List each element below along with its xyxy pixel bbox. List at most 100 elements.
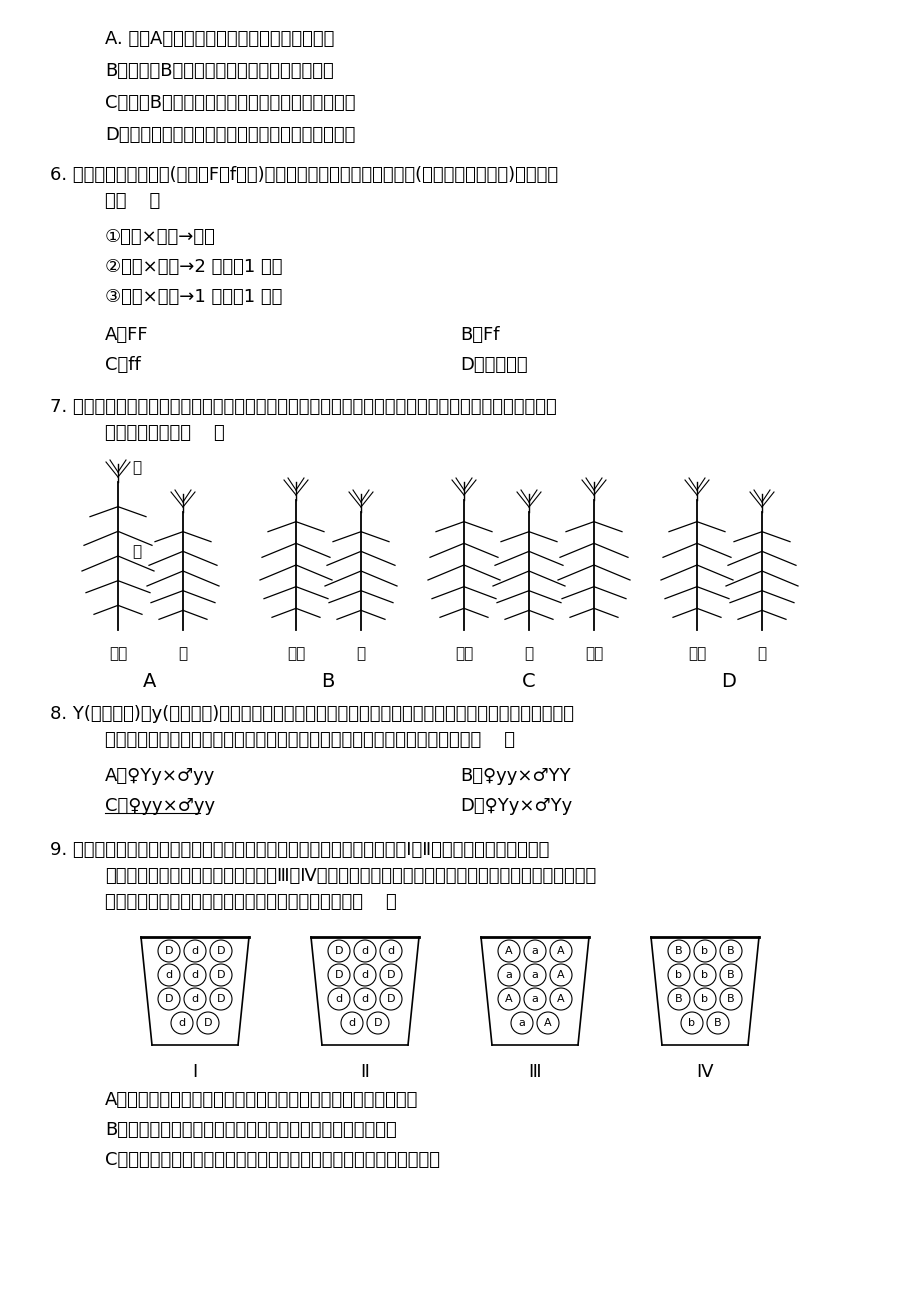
Text: a: a [505, 970, 512, 980]
Text: B: B [675, 993, 682, 1004]
Text: A．FF: A．FF [105, 326, 149, 344]
Text: d: d [348, 1018, 355, 1029]
Circle shape [354, 988, 376, 1010]
Text: D: D [335, 947, 343, 956]
Text: C: C [522, 672, 535, 691]
Text: ②黄色×黄色→2 黄色：1 黑色: ②黄色×黄色→2 黄色：1 黑色 [105, 258, 282, 276]
Text: 非甜: 非甜 [687, 646, 706, 661]
Text: 非甜: 非甜 [108, 646, 127, 661]
Text: D: D [373, 1018, 381, 1029]
Text: C．杂交B后代中黄色毛鼠既有杂合子，也有纯合子: C．杂交B后代中黄色毛鼠既有杂合子，也有纯合子 [105, 94, 355, 112]
Circle shape [367, 1012, 389, 1034]
Circle shape [550, 963, 572, 986]
Text: C．♀yy×♂yy: C．♀yy×♂yy [105, 797, 215, 815]
Text: d: d [178, 1018, 186, 1029]
Circle shape [184, 940, 206, 962]
Circle shape [158, 988, 180, 1010]
Text: ③黄色×黑色→1 黄色：1 黑色: ③黄色×黑色→1 黄色：1 黑色 [105, 288, 282, 306]
Circle shape [706, 1012, 728, 1034]
Circle shape [210, 963, 232, 986]
Text: B．Ff: B．Ff [460, 326, 499, 344]
Text: 甜: 甜 [356, 646, 365, 661]
Circle shape [197, 1012, 219, 1034]
Text: 为（    ）: 为（ ） [105, 191, 160, 210]
Text: 并记录字母组合；乙同学每次分别从Ⅲ、Ⅳ小桶中随机抓取一个小球并记录字母组合。将抓取的小球分: 并记录字母组合；乙同学每次分别从Ⅲ、Ⅳ小桶中随机抓取一个小球并记录字母组合。将抓… [105, 867, 596, 885]
Text: D．不能确定: D．不能确定 [460, 355, 528, 374]
Text: A: A [557, 947, 564, 956]
Text: b: b [687, 1018, 695, 1029]
Circle shape [210, 940, 232, 962]
Circle shape [497, 940, 519, 962]
Text: 9. 甲、乙两位同学分别用小球做遗传规律的模拟实验。甲同学每次分别从Ⅰ、Ⅱ小桶中随机抓取一个小球: 9. 甲、乙两位同学分别用小球做遗传规律的模拟实验。甲同学每次分别从Ⅰ、Ⅱ小桶中… [50, 841, 549, 859]
Circle shape [667, 988, 689, 1010]
Text: d: d [361, 970, 369, 980]
Text: D: D [335, 970, 343, 980]
Text: 非甜: 非甜 [454, 646, 472, 661]
Text: d: d [191, 970, 199, 980]
Text: Ⅰ: Ⅰ [192, 1062, 198, 1081]
Text: Ⅲ: Ⅲ [528, 1062, 540, 1081]
Circle shape [354, 940, 376, 962]
Text: B: B [726, 993, 734, 1004]
Text: b: b [701, 970, 708, 980]
Circle shape [693, 988, 715, 1010]
Text: D: D [386, 993, 395, 1004]
Text: C．ff: C．ff [105, 355, 141, 374]
Circle shape [720, 988, 742, 1010]
Text: d: d [361, 947, 369, 956]
Text: B: B [713, 1018, 721, 1029]
Text: D: D [217, 947, 225, 956]
Circle shape [680, 1012, 702, 1034]
Text: A．♀Yy×♂yy: A．♀Yy×♂yy [105, 767, 215, 785]
Text: 非甜: 非甜 [584, 646, 603, 661]
Text: d: d [335, 993, 342, 1004]
Circle shape [720, 940, 742, 962]
Text: D: D [165, 993, 173, 1004]
Circle shape [158, 963, 180, 986]
Circle shape [550, 940, 572, 962]
Text: 花: 花 [131, 544, 141, 560]
Text: A: A [505, 947, 512, 956]
Text: D．♀Yy×♂Yy: D．♀Yy×♂Yy [460, 797, 572, 815]
Text: B: B [675, 947, 682, 956]
Text: A: A [143, 672, 156, 691]
Text: D．鼠毛色这对相对性状的遗传符合基因的分离定律: D．鼠毛色这对相对性状的遗传符合基因的分离定律 [105, 126, 355, 145]
Text: 花: 花 [131, 461, 141, 475]
Text: D: D [386, 970, 395, 980]
Text: D: D [720, 672, 735, 691]
Text: D: D [217, 970, 225, 980]
Circle shape [171, 1012, 193, 1034]
Text: 甜: 甜 [524, 646, 533, 661]
Text: 7. 玉米甜和非甜是一对相对性状，随机取非甜玉米和甜玉米进行间行种植。其中一定能够判断甜和非甜的: 7. 玉米甜和非甜是一对相对性状，随机取非甜玉米和甜玉米进行间行种植。其中一定能… [50, 398, 556, 417]
Circle shape [497, 988, 519, 1010]
Text: d: d [387, 947, 394, 956]
Circle shape [524, 940, 545, 962]
Text: d: d [191, 993, 199, 1004]
Text: a: a [531, 947, 538, 956]
Text: B．由杂交B可判断鼠的黄色毛基因是显性基因: B．由杂交B可判断鼠的黄色毛基因是显性基因 [105, 62, 334, 79]
Circle shape [693, 940, 715, 962]
Circle shape [537, 1012, 559, 1034]
Circle shape [341, 1012, 363, 1034]
Text: 色，雌性只有白色。下列杂交组合中，可以从子代表现型判断出子代性别的是（    ）: 色，雌性只有白色。下列杂交组合中，可以从子代表现型判断出子代性别的是（ ） [105, 730, 515, 749]
Circle shape [497, 963, 519, 986]
Text: ①黑色×黑色→黑色: ①黑色×黑色→黑色 [105, 228, 216, 246]
Circle shape [380, 940, 402, 962]
Text: Ⅱ: Ⅱ [360, 1062, 369, 1081]
Text: C．甲同学的实验可模拟非同源染色体上的非等位基因自由组合的过程: C．甲同学的实验可模拟非同源染色体上的非等位基因自由组合的过程 [105, 1151, 439, 1169]
Circle shape [720, 963, 742, 986]
Text: B: B [726, 970, 734, 980]
Text: a: a [531, 970, 538, 980]
Circle shape [328, 940, 349, 962]
Text: 6. 请根据如下小鼠毛色(由基因F、f控制)遗传的杂交实验，推测胚胎致死(不能完成胚胎发育)的基因型: 6. 请根据如下小鼠毛色(由基因F、f控制)遗传的杂交实验，推测胚胎致死(不能完… [50, 165, 558, 184]
Circle shape [380, 963, 402, 986]
Text: A. 杂交A后代不发生性状分离，亲本为纯合子: A. 杂交A后代不发生性状分离，亲本为纯合子 [105, 30, 334, 48]
Circle shape [667, 940, 689, 962]
Circle shape [354, 963, 376, 986]
Text: a: a [518, 1018, 525, 1029]
Text: 甜: 甜 [756, 646, 766, 661]
Text: 显隐性关系的是（    ）: 显隐性关系的是（ ） [105, 424, 224, 441]
Text: A: A [505, 993, 512, 1004]
Circle shape [667, 963, 689, 986]
Circle shape [210, 988, 232, 1010]
